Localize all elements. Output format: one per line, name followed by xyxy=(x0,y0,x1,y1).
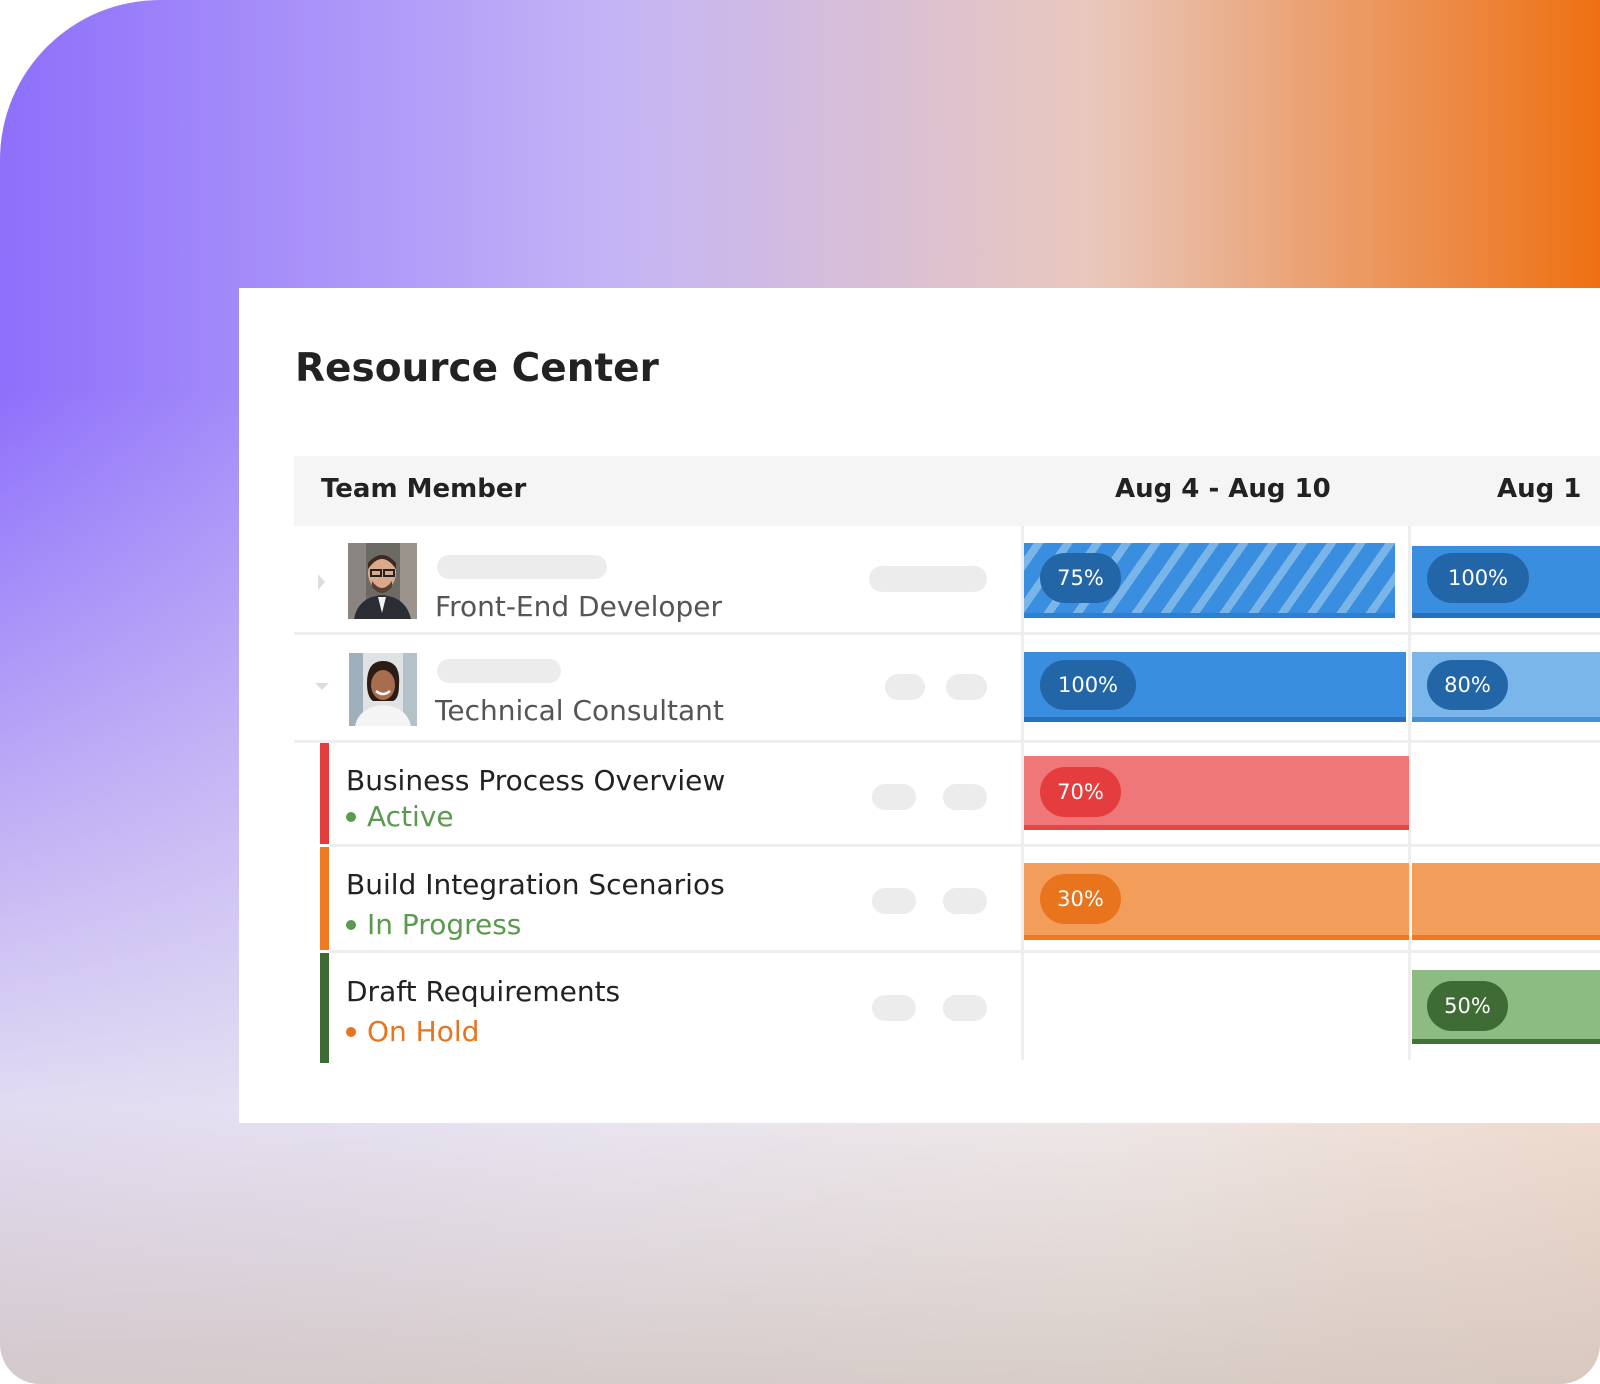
title: Resource Center xyxy=(295,346,659,391)
status-dot xyxy=(346,1026,356,1037)
allocation-label: 100% xyxy=(1040,660,1136,710)
status-dot xyxy=(346,919,356,930)
task-status: In Progress xyxy=(346,908,521,941)
placeholder xyxy=(869,566,987,592)
task-status: On Hold xyxy=(346,1015,479,1048)
task-status: Active xyxy=(346,800,454,833)
allocation-label: 50% xyxy=(1427,981,1508,1031)
allocation-label: 75% xyxy=(1040,553,1121,603)
placeholder xyxy=(872,888,916,914)
task-name: Build Integration Scenarios xyxy=(346,868,725,901)
task-stripe xyxy=(320,953,329,1063)
allocation-label: 80% xyxy=(1427,660,1508,710)
avatar xyxy=(348,543,417,619)
status-text: Active xyxy=(367,800,454,833)
placeholder xyxy=(943,784,987,810)
column-header: Aug 1 xyxy=(1497,474,1582,504)
divider xyxy=(294,740,1600,743)
table-header xyxy=(294,456,1600,526)
task-name: Draft Requirements xyxy=(346,975,621,1008)
role: Front-End Developer xyxy=(435,590,723,623)
column-header: Team Member xyxy=(321,474,527,504)
allocation-label: 100% xyxy=(1427,553,1529,603)
collapse-icon[interactable] xyxy=(312,680,332,692)
divider xyxy=(330,844,1600,847)
placeholder xyxy=(943,995,987,1021)
placeholder xyxy=(872,995,916,1021)
allocation-label: 70% xyxy=(1040,767,1121,817)
divider xyxy=(1408,526,1411,1060)
allocation-bar xyxy=(1412,863,1600,940)
status-text: On Hold xyxy=(367,1015,480,1048)
expand-icon[interactable] xyxy=(314,570,328,594)
task-name: Business Process Overview xyxy=(346,764,726,797)
placeholder xyxy=(943,888,987,914)
allocation-label: 30% xyxy=(1040,874,1121,924)
placeholder xyxy=(946,674,987,700)
placeholder xyxy=(437,659,561,683)
role: Technical Consultant xyxy=(435,694,724,727)
task-stripe xyxy=(320,847,329,950)
divider xyxy=(294,632,1600,635)
column-header: Aug 4 - Aug 10 xyxy=(1115,474,1331,504)
placeholder xyxy=(885,674,925,700)
divider xyxy=(1021,526,1024,1060)
status-dot xyxy=(346,811,356,822)
avatar xyxy=(349,653,417,726)
status-text: In Progress xyxy=(367,908,522,941)
divider xyxy=(330,950,1600,953)
placeholder xyxy=(437,555,607,579)
task-stripe xyxy=(320,743,329,844)
placeholder xyxy=(872,784,916,810)
